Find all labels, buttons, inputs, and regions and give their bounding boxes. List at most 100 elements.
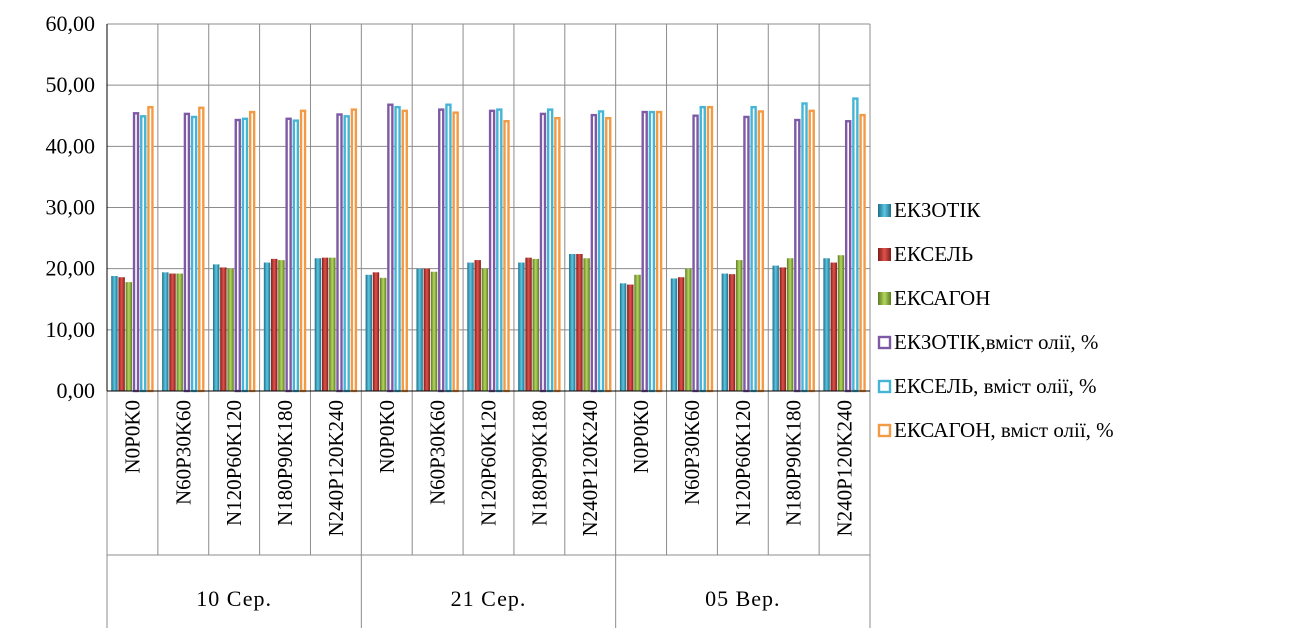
bar bbox=[503, 120, 510, 393]
bar bbox=[743, 115, 750, 393]
bar bbox=[670, 278, 678, 391]
bar bbox=[387, 103, 394, 393]
bar bbox=[438, 108, 445, 393]
bar bbox=[343, 115, 350, 393]
bar bbox=[641, 110, 648, 393]
bar bbox=[263, 262, 271, 391]
axes bbox=[106, 24, 870, 392]
category-label: N0P0K0 bbox=[120, 400, 144, 474]
bar bbox=[278, 260, 285, 391]
bar bbox=[241, 117, 249, 393]
bar bbox=[532, 258, 539, 391]
legend-swatch bbox=[878, 248, 891, 261]
legend-label: ЕКСЕЛЬ bbox=[894, 242, 973, 266]
bar bbox=[423, 268, 431, 391]
bar bbox=[605, 116, 612, 393]
bar bbox=[539, 112, 547, 393]
bar bbox=[852, 97, 859, 393]
bar bbox=[118, 277, 125, 391]
category-label: N180P90K180 bbox=[273, 400, 297, 526]
y-tick-label: 50,00 bbox=[46, 72, 96, 97]
bar bbox=[597, 110, 605, 393]
bar bbox=[757, 110, 765, 393]
bar bbox=[416, 268, 423, 391]
bar bbox=[685, 268, 692, 391]
category-label: N240P120K240 bbox=[324, 400, 348, 537]
bar bbox=[677, 277, 685, 391]
category-label: N0P0K0 bbox=[629, 400, 653, 474]
legend-label: ЕКСЕЛЬ, вміст олії, % bbox=[894, 374, 1096, 398]
bar bbox=[699, 105, 706, 393]
bar bbox=[554, 116, 561, 393]
bar bbox=[619, 283, 627, 391]
bar bbox=[321, 257, 329, 391]
bar bbox=[692, 114, 699, 393]
bar bbox=[474, 260, 481, 391]
bar bbox=[823, 258, 830, 391]
bar bbox=[401, 109, 408, 393]
grid bbox=[106, 23, 871, 628]
legend-swatch bbox=[877, 335, 892, 350]
category-label: N180P90K180 bbox=[782, 400, 806, 526]
bar bbox=[525, 257, 532, 391]
bar bbox=[379, 277, 387, 391]
bar bbox=[125, 282, 133, 391]
bar bbox=[198, 106, 205, 393]
bar bbox=[488, 109, 496, 393]
bar bbox=[292, 119, 300, 393]
y-tick-label: 30,00 bbox=[46, 195, 96, 220]
bar bbox=[518, 262, 525, 391]
bar bbox=[808, 109, 815, 393]
bar bbox=[285, 117, 292, 393]
bar bbox=[634, 274, 641, 391]
bar bbox=[546, 108, 554, 393]
bar bbox=[467, 262, 474, 391]
bar bbox=[132, 112, 140, 393]
group-label: 05 Вер. bbox=[705, 586, 780, 611]
bar bbox=[445, 103, 452, 393]
group-label: 10 Сер. bbox=[196, 586, 272, 611]
y-tick-label: 10,00 bbox=[46, 317, 96, 342]
bar bbox=[147, 105, 154, 393]
bars bbox=[111, 97, 866, 393]
bar bbox=[220, 267, 227, 391]
legend-label: ЕКЗОТІК,вміст олії, % bbox=[894, 330, 1098, 354]
y-tick-label: 40,00 bbox=[46, 133, 96, 158]
bar bbox=[212, 264, 220, 391]
bar bbox=[844, 120, 852, 393]
y-tick-label: 20,00 bbox=[46, 256, 96, 281]
bar bbox=[728, 274, 736, 391]
bar bbox=[496, 108, 503, 393]
bar bbox=[329, 257, 336, 391]
bar bbox=[627, 284, 634, 391]
legend-swatch bbox=[877, 379, 892, 394]
bar bbox=[365, 274, 372, 391]
y-tick-label: 60,00 bbox=[46, 11, 96, 36]
labels: 0,00 10,00 20,00 30,00 40,00 50,00 60,00 N0P0K0… bbox=[46, 11, 857, 611]
bar bbox=[336, 113, 343, 393]
category-label: N60P30K60 bbox=[680, 400, 704, 505]
bar bbox=[169, 273, 176, 391]
bar bbox=[859, 113, 866, 393]
bar bbox=[430, 271, 438, 391]
category-label: N240P120K240 bbox=[833, 400, 857, 537]
bar bbox=[750, 105, 757, 393]
legend-label: ЕКЗОТІК bbox=[894, 198, 981, 222]
legend-label: ЕКСАГОН bbox=[894, 286, 990, 310]
bar bbox=[183, 112, 191, 393]
bar bbox=[590, 113, 598, 393]
category-label: N120P60K120 bbox=[222, 400, 246, 526]
bar bbox=[794, 118, 801, 393]
bar bbox=[786, 258, 794, 391]
bar bbox=[583, 258, 590, 391]
bar bbox=[248, 110, 256, 393]
bar bbox=[314, 258, 322, 391]
bar bbox=[576, 253, 583, 391]
category-label: N120P60K120 bbox=[731, 400, 755, 526]
bar bbox=[111, 276, 118, 391]
bar bbox=[837, 255, 845, 391]
y-tick-label: 0,00 bbox=[57, 378, 96, 403]
bar bbox=[481, 268, 489, 391]
bar bbox=[140, 115, 147, 393]
